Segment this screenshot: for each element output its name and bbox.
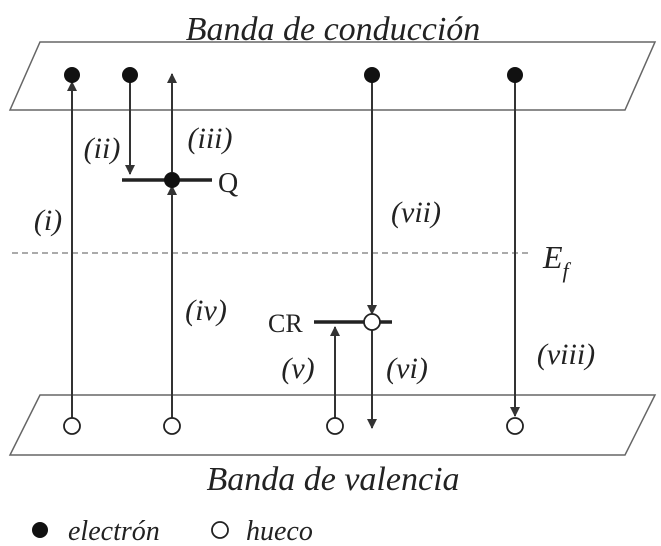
transition-label: (iv) bbox=[185, 294, 227, 327]
hole bbox=[326, 417, 344, 435]
conduction-band bbox=[8, 41, 657, 111]
hole bbox=[163, 417, 181, 435]
fermi-label: Ef bbox=[542, 239, 572, 283]
fermi-sub: f bbox=[563, 258, 572, 283]
valence-band bbox=[8, 394, 657, 456]
transition-label: (i) bbox=[34, 204, 62, 237]
transition-label: (ii) bbox=[84, 132, 121, 165]
q-label: Q bbox=[218, 168, 238, 199]
electron bbox=[364, 67, 380, 83]
hole bbox=[506, 417, 524, 435]
legend-hole-marker bbox=[211, 521, 229, 539]
legend-hole: hueco bbox=[246, 516, 313, 546]
legend-electron-marker bbox=[32, 522, 48, 538]
fermi-main: E bbox=[542, 239, 563, 275]
cr-label: CR bbox=[268, 309, 303, 338]
valence-band-title: Banda de valencia bbox=[206, 461, 459, 498]
hole bbox=[63, 417, 81, 435]
electron bbox=[64, 67, 80, 83]
electron bbox=[122, 67, 138, 83]
transition-label: (vi) bbox=[386, 352, 428, 385]
electron bbox=[507, 67, 523, 83]
legend-electron: electrón bbox=[68, 516, 160, 546]
transition-label: (vii) bbox=[391, 196, 441, 229]
transition-label: (viii) bbox=[537, 338, 595, 371]
hole bbox=[363, 313, 381, 331]
electron bbox=[164, 172, 180, 188]
transition-label: (iii) bbox=[188, 122, 233, 155]
transition-label: (v) bbox=[281, 352, 314, 385]
